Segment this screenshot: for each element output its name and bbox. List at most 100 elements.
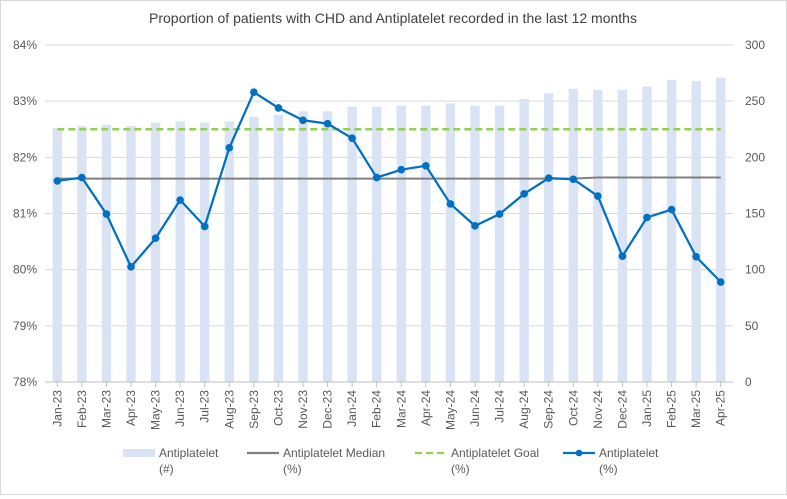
x-axis-tick-label: Feb-24	[370, 390, 384, 428]
bar	[445, 103, 456, 382]
bar	[494, 105, 505, 382]
bar	[347, 106, 357, 383]
bar-series-antiplatelet-count	[52, 77, 726, 383]
data-point	[151, 234, 160, 243]
bar	[372, 106, 382, 383]
bar	[224, 121, 234, 383]
legend: Antiplatelet (#) Antiplatelet Median (%) Ant…	[123, 446, 659, 476]
data-point	[520, 190, 528, 198]
x-axis-tick-label: Jan-24	[345, 390, 359, 427]
data-point	[372, 173, 381, 182]
x-axis-tick-label: Oct-23	[271, 390, 285, 426]
x-axis-tick-label: May-24	[443, 390, 457, 430]
right-axis-tick-label: 250	[745, 94, 765, 108]
bar	[150, 122, 161, 382]
bar	[421, 105, 431, 382]
median-line	[57, 176, 721, 180]
data-point	[422, 161, 430, 170]
right-axis-tick-label: 100	[745, 263, 765, 277]
x-axis-tick-label: Jun-24	[468, 390, 482, 427]
right-axis-tick-label: 300	[745, 38, 765, 52]
bar	[666, 79, 677, 382]
data-point	[200, 222, 209, 231]
x-axis-tick-label: Apr-25	[714, 390, 728, 426]
right-axis-tick-label: 50	[745, 319, 759, 333]
bar	[568, 88, 578, 382]
left-axis-tick-label: 82%	[13, 150, 37, 164]
data-point	[299, 116, 307, 125]
bar	[101, 124, 112, 383]
legend-label: Antiplatelet Median	[283, 446, 385, 460]
legend-label: Antiplatelet	[159, 446, 219, 460]
x-axis-tick-label: Feb-23	[75, 390, 89, 428]
bar	[691, 80, 701, 383]
data-point	[667, 205, 676, 214]
left-axis-tick-label: 81%	[13, 207, 37, 221]
data-point	[225, 143, 234, 152]
gridlines	[45, 44, 733, 383]
right-axis-tick-label: 0	[745, 375, 752, 389]
data-point	[569, 175, 578, 184]
data-point	[274, 104, 283, 112]
bar	[175, 121, 185, 383]
bar	[77, 125, 87, 382]
bar	[126, 125, 136, 382]
legend-label: (%)	[599, 462, 618, 476]
data-point	[594, 192, 602, 200]
left-axis: 78% 79% 80% 81% 82% 83% 84%	[13, 38, 37, 389]
x-axis-tick-label: Nov-23	[296, 390, 310, 429]
left-axis-tick-label: 83%	[13, 94, 37, 108]
bar	[544, 93, 554, 382]
data-point	[618, 252, 627, 260]
x-axis-tick-label: Jan-23	[50, 390, 64, 427]
x-axis-tick-label: Apr-24	[419, 390, 433, 426]
data-point	[127, 263, 135, 271]
x-axis-tick-label: Jul-23	[198, 390, 212, 423]
data-point	[471, 222, 479, 230]
x-axis-tick-label: Feb-25	[665, 390, 679, 428]
bar	[642, 86, 652, 383]
left-axis-tick-label: 80%	[13, 263, 37, 277]
data-point	[102, 210, 111, 218]
chart-title: Proportion of patients with CHD and Anti…	[149, 10, 637, 26]
left-axis-tick-label: 78%	[13, 375, 37, 389]
left-axis-tick-label: 84%	[13, 38, 37, 52]
bar	[322, 111, 333, 382]
x-axis: Jan-23 Feb-23 Mar-23 Apr-23 May-23 Jun-23 Jul-…	[45, 381, 733, 430]
bar	[273, 114, 284, 382]
data-point	[53, 177, 62, 185]
x-axis-tick-label: Nov-24	[591, 390, 605, 429]
legend-label: (%)	[283, 462, 302, 476]
data-point	[250, 88, 258, 96]
x-axis-tick-label: Mar-24	[394, 390, 408, 428]
data-point	[78, 173, 86, 182]
x-axis-tick-label: May-23	[149, 390, 163, 430]
x-axis-tick-label: Aug-24	[517, 390, 531, 429]
bar	[470, 105, 480, 382]
bar	[593, 89, 603, 382]
legend-swatch-bar	[123, 449, 155, 457]
legend-label: Antiplatelet Goal	[451, 446, 539, 460]
right-axis-tick-label: 200	[745, 150, 765, 164]
x-axis-tick-label: Jul-24	[493, 390, 507, 423]
data-point	[544, 174, 553, 182]
bar	[617, 89, 628, 382]
x-axis-tick-label: Dec-23	[321, 390, 335, 429]
x-axis-tick-label: Oct-24	[566, 390, 580, 426]
x-axis-tick-label: Jun-23	[173, 390, 187, 427]
x-axis-tick-label: Sep-24	[542, 390, 556, 429]
x-axis-tick-label: Sep-23	[247, 390, 261, 429]
data-point	[716, 278, 725, 286]
x-axis-tick-label: Mar-25	[689, 390, 703, 428]
bar	[716, 77, 726, 383]
legend-label: Antiplatelet	[599, 446, 659, 460]
legend-swatch-marker	[575, 449, 583, 457]
data-point	[495, 210, 504, 218]
left-axis-tick-label: 79%	[13, 319, 37, 333]
data-point	[323, 119, 332, 128]
antiplatelet-percent-line	[57, 91, 722, 283]
x-axis-tick-label: Jan-25	[640, 390, 654, 427]
legend-label: (%)	[451, 462, 470, 476]
